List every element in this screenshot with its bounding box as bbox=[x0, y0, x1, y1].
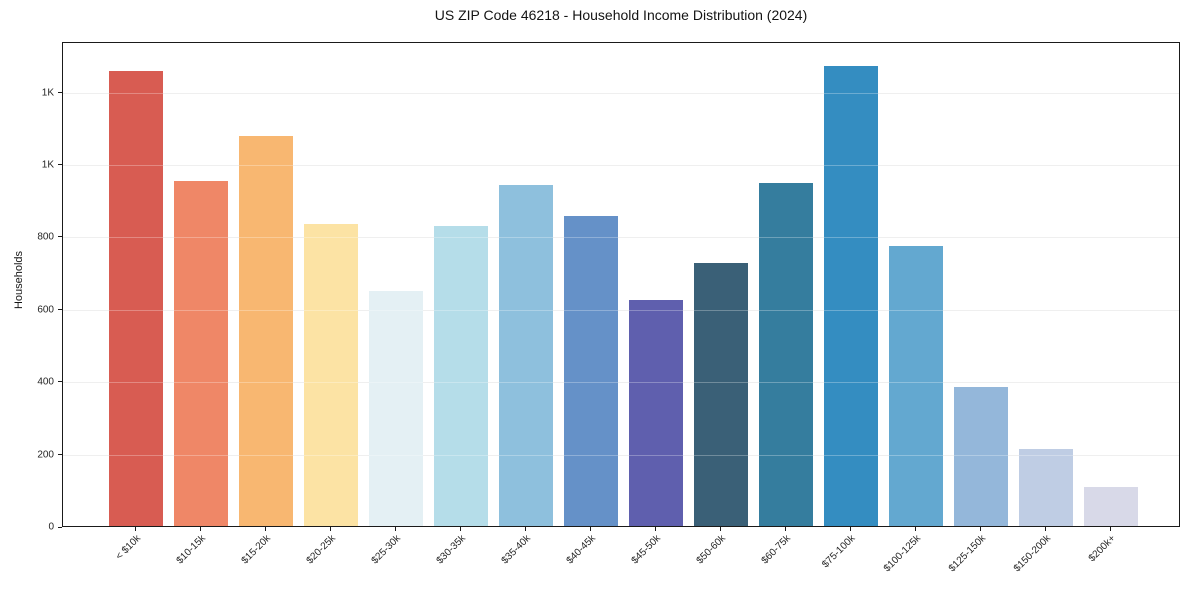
bar bbox=[759, 183, 813, 526]
gridline bbox=[63, 237, 1179, 239]
y-tick-label: 200 bbox=[37, 449, 54, 461]
x-tick-label: $125-150k bbox=[946, 533, 988, 575]
gridline-overlay bbox=[63, 92, 1179, 94]
bar bbox=[304, 223, 358, 526]
bar bbox=[499, 184, 553, 526]
x-tick-mark bbox=[590, 527, 591, 531]
gridline bbox=[63, 382, 1179, 384]
x-tick-label: $150-200k bbox=[1011, 533, 1053, 575]
x-tick-mark bbox=[850, 527, 851, 531]
x-tick-mark bbox=[785, 527, 786, 531]
y-tick-mark bbox=[58, 527, 62, 528]
y-tick-mark bbox=[58, 91, 62, 93]
gridline-overlay bbox=[63, 165, 1179, 167]
y-tick-label: 1K bbox=[41, 87, 54, 99]
x-tick-label: $60-75k bbox=[759, 533, 793, 567]
x-tick-label: $25-30k bbox=[369, 533, 403, 567]
gridline bbox=[63, 165, 1179, 167]
y-tick-label: 1K bbox=[41, 159, 54, 171]
bar bbox=[889, 246, 943, 526]
x-tick-mark bbox=[655, 527, 656, 531]
x-tick-label: $10-15k bbox=[174, 533, 208, 567]
x-tick-label: $50-60k bbox=[694, 533, 728, 567]
x-tick-mark bbox=[330, 527, 331, 531]
x-tick-label: $20-25k bbox=[304, 533, 338, 567]
bar bbox=[564, 215, 618, 526]
bar bbox=[434, 226, 488, 526]
y-tick-mark bbox=[58, 236, 62, 238]
x-tick-mark bbox=[395, 527, 396, 531]
x-tick-mark bbox=[1045, 527, 1046, 531]
y-tick-label: 600 bbox=[37, 304, 54, 316]
y-tick-mark bbox=[58, 164, 62, 166]
x-tick-label: $100-125k bbox=[881, 533, 923, 575]
x-tick-label: $15-20k bbox=[239, 533, 273, 567]
bar bbox=[694, 263, 748, 526]
x-tick-mark bbox=[460, 527, 461, 531]
x-tick-label: $45-50k bbox=[629, 533, 663, 567]
y-tick-mark bbox=[58, 381, 62, 383]
gridline bbox=[63, 454, 1179, 456]
gridline-overlay bbox=[63, 237, 1179, 239]
x-tick-mark bbox=[200, 527, 201, 531]
x-tick-label: $35-40k bbox=[499, 533, 533, 567]
bar bbox=[174, 181, 228, 526]
y-tick-label: 400 bbox=[37, 376, 54, 388]
gridline-overlay bbox=[63, 454, 1179, 456]
bar bbox=[629, 299, 683, 526]
x-tick-mark bbox=[525, 527, 526, 531]
x-tick-label: $200k+ bbox=[1086, 533, 1118, 565]
bar bbox=[239, 135, 293, 526]
bar bbox=[824, 66, 878, 526]
x-tick-label: $40-45k bbox=[564, 533, 598, 567]
plot-area bbox=[62, 42, 1180, 527]
x-tick-mark bbox=[720, 527, 721, 531]
chart-title: US ZIP Code 46218 - Household Income Dis… bbox=[434, 7, 808, 23]
y-tick-mark bbox=[58, 453, 62, 455]
x-tick-mark bbox=[915, 527, 916, 531]
y-tick-mark bbox=[58, 308, 62, 310]
gridline-overlay bbox=[63, 382, 1179, 384]
x-tick-mark bbox=[980, 527, 981, 531]
x-tick-mark bbox=[1110, 527, 1111, 531]
x-tick-label: $75-100k bbox=[820, 533, 858, 571]
bar bbox=[954, 387, 1008, 526]
gridline bbox=[63, 309, 1179, 311]
y-tick-label: 0 bbox=[48, 521, 54, 533]
bar bbox=[109, 71, 163, 526]
bar bbox=[1084, 487, 1138, 526]
gridline bbox=[63, 92, 1179, 94]
x-tick-label: < $10k bbox=[113, 533, 143, 563]
y-tick-label: 800 bbox=[37, 231, 54, 243]
x-tick-mark bbox=[265, 527, 266, 531]
bar bbox=[1019, 448, 1073, 526]
x-tick-mark bbox=[135, 527, 136, 531]
gridline-overlay bbox=[63, 309, 1179, 311]
x-tick-label: $30-35k bbox=[434, 533, 468, 567]
bar bbox=[369, 290, 423, 526]
